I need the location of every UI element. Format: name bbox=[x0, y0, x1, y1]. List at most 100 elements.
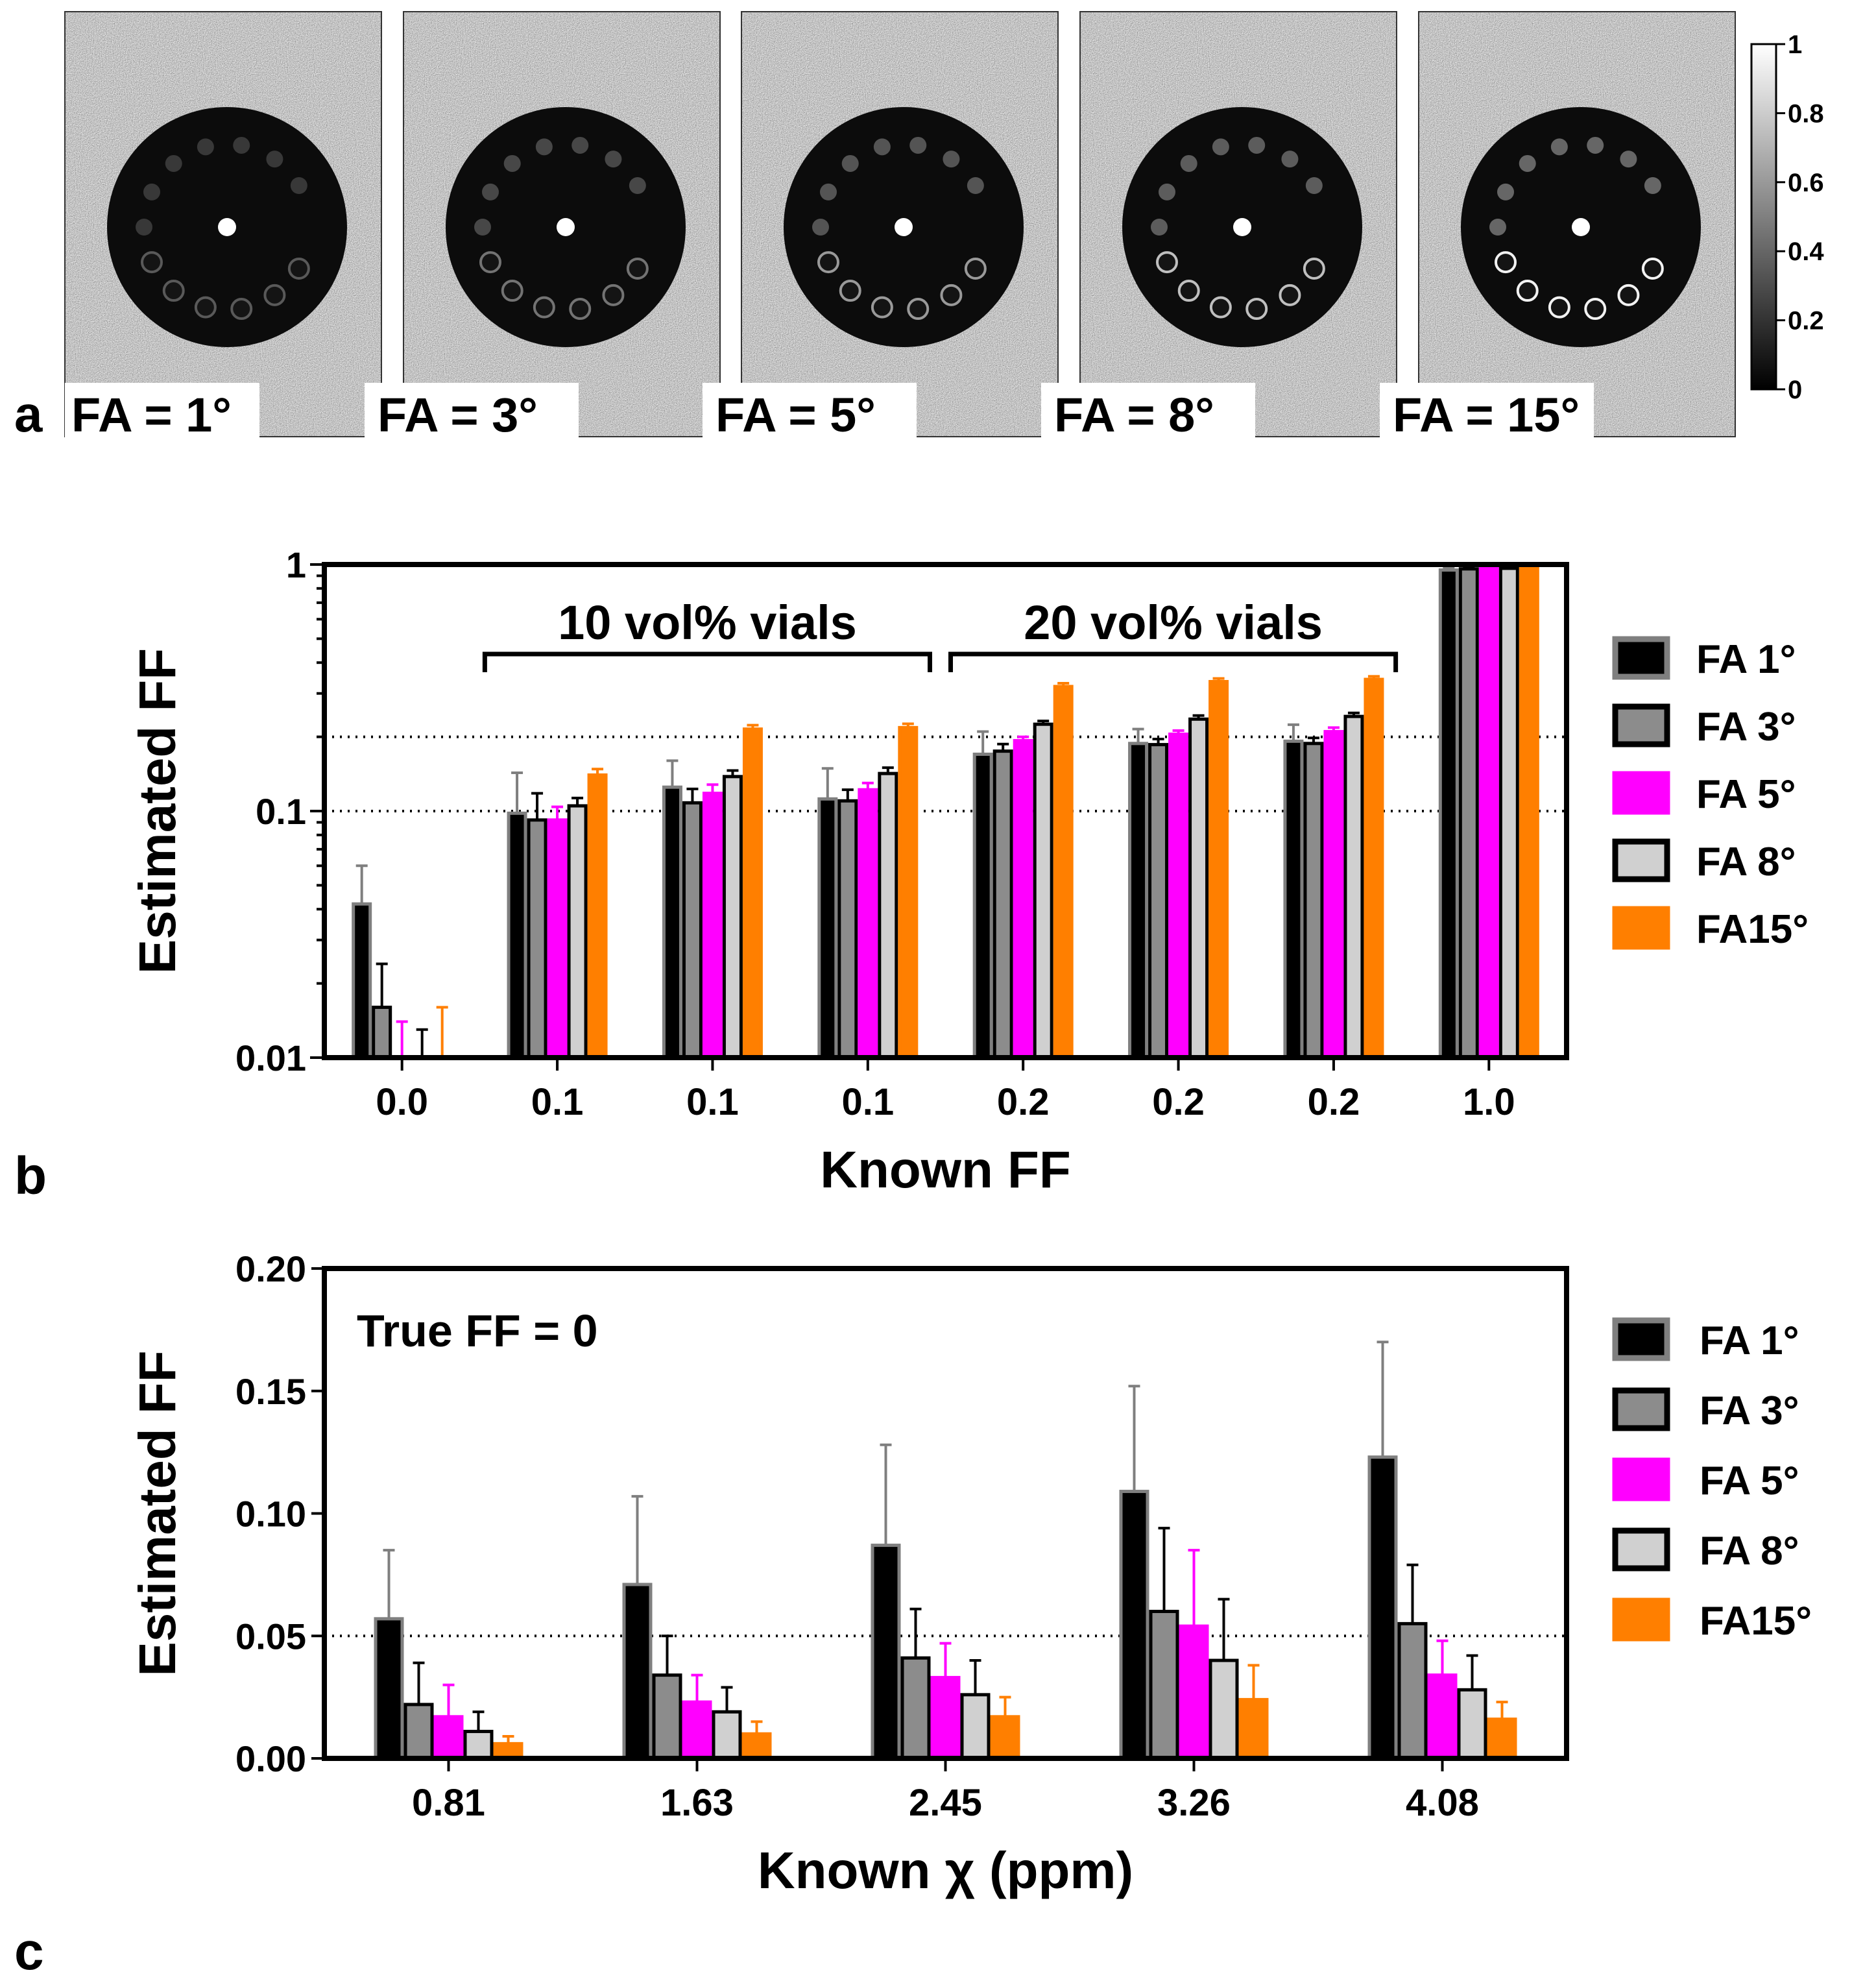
image-label: FA = 1° bbox=[71, 388, 232, 442]
bar bbox=[1119, 1490, 1149, 1760]
x-tick-label: 0.2 bbox=[997, 1081, 1050, 1123]
bar bbox=[1209, 1658, 1239, 1760]
label-box bbox=[1041, 383, 1255, 441]
image-label: FA = 8° bbox=[1054, 388, 1214, 442]
bar bbox=[1343, 714, 1364, 1060]
legend-label: FA 5° bbox=[1700, 1459, 1799, 1503]
bar bbox=[742, 727, 763, 1060]
bar bbox=[652, 1673, 682, 1760]
vial bbox=[1281, 151, 1299, 168]
x-tick-label: 4.08 bbox=[1406, 1782, 1479, 1824]
label-box bbox=[703, 383, 917, 441]
vial-ring bbox=[1209, 296, 1232, 319]
bar bbox=[1364, 677, 1384, 1060]
bar bbox=[1457, 1688, 1487, 1760]
vial-ring bbox=[964, 258, 987, 280]
vial bbox=[1620, 151, 1637, 168]
bar bbox=[1053, 685, 1074, 1060]
center-vial bbox=[895, 218, 913, 236]
bar bbox=[741, 1732, 772, 1760]
bar bbox=[352, 902, 372, 1060]
y-axis-label: Estimated FF bbox=[128, 1350, 186, 1676]
bar bbox=[1367, 1455, 1398, 1760]
center-vial bbox=[1233, 218, 1251, 236]
x-tick-label: 0.1 bbox=[841, 1081, 894, 1123]
vial-ring bbox=[602, 284, 625, 306]
vial bbox=[1212, 138, 1229, 156]
x-axis-label: Known χ (ppm) bbox=[758, 1841, 1133, 1899]
x-tick-label: 1.0 bbox=[1463, 1081, 1515, 1123]
vial bbox=[1151, 219, 1168, 236]
group-label: 10 vol% vials bbox=[558, 596, 857, 650]
bar bbox=[403, 1703, 434, 1760]
legend-label: FA15° bbox=[1700, 1599, 1812, 1644]
x-tick-label: 0.1 bbox=[531, 1081, 584, 1123]
colorbar-tick-label: 0.8 bbox=[1788, 99, 1824, 128]
bar bbox=[1168, 733, 1189, 1060]
bar bbox=[1458, 567, 1479, 1060]
vial-ring bbox=[479, 251, 501, 274]
bar bbox=[433, 1715, 464, 1760]
panel-a: FA = 1° FA = 3° FA = 5° FA = 8° FA = 15° bbox=[64, 11, 1736, 442]
vial bbox=[819, 183, 837, 200]
legend-swatch bbox=[1612, 636, 1670, 680]
x-tick-label: 0.1 bbox=[686, 1081, 739, 1123]
x-tick-label: 0.0 bbox=[376, 1081, 428, 1123]
legend-swatch bbox=[1612, 838, 1670, 882]
vial bbox=[503, 154, 521, 172]
vial-ring bbox=[1155, 251, 1178, 274]
legend-swatch bbox=[1612, 1317, 1670, 1361]
phantom-image: FA = 3° bbox=[365, 11, 721, 442]
vial bbox=[571, 136, 589, 154]
bar bbox=[1238, 1697, 1269, 1760]
legend-label: FA15° bbox=[1696, 907, 1809, 952]
group-bracket bbox=[948, 651, 1399, 672]
group-label: 20 vol% vials bbox=[1024, 596, 1323, 650]
bar bbox=[1323, 730, 1344, 1060]
bar bbox=[1397, 1621, 1428, 1760]
bar bbox=[702, 792, 723, 1060]
vial bbox=[812, 219, 829, 236]
legend-swatch bbox=[1612, 1527, 1670, 1572]
vial bbox=[1587, 136, 1604, 154]
x-tick-label: 1.63 bbox=[660, 1782, 734, 1824]
vial-ring bbox=[1548, 296, 1570, 319]
legend-label: FA 8° bbox=[1700, 1529, 1799, 1573]
bar bbox=[990, 1715, 1020, 1760]
chart-annotation: True FF = 0 bbox=[357, 1305, 598, 1356]
bar bbox=[1303, 742, 1324, 1060]
bar bbox=[1188, 717, 1209, 1060]
y-tick-label: 0.00 bbox=[235, 1738, 306, 1779]
phantom-image: FA = 15° bbox=[1380, 11, 1736, 442]
vial bbox=[481, 183, 499, 200]
bar bbox=[547, 818, 568, 1060]
bar bbox=[858, 788, 878, 1060]
bar bbox=[1013, 738, 1033, 1060]
bar bbox=[372, 1005, 392, 1060]
bar bbox=[712, 1710, 742, 1760]
bar bbox=[898, 725, 919, 1060]
colorbar-tick-label: 0 bbox=[1788, 376, 1802, 404]
vial bbox=[873, 138, 891, 156]
vial bbox=[1497, 183, 1514, 200]
legend-label: FA 1° bbox=[1696, 637, 1796, 682]
vial bbox=[605, 151, 622, 168]
bar bbox=[1179, 1624, 1209, 1760]
colorbar-gradient bbox=[1750, 43, 1777, 391]
vial bbox=[165, 154, 182, 172]
bar bbox=[817, 797, 838, 1060]
vial bbox=[943, 151, 960, 168]
panel-letter: b bbox=[14, 1147, 47, 1206]
panel-letter: c bbox=[14, 1922, 44, 1979]
bar bbox=[1427, 1673, 1458, 1760]
y-tick-label: 0.01 bbox=[235, 1038, 306, 1078]
bar bbox=[587, 773, 608, 1060]
legend-label: FA 8° bbox=[1696, 840, 1796, 884]
bar bbox=[1487, 1718, 1517, 1760]
vial bbox=[1519, 154, 1536, 172]
vial-ring bbox=[907, 298, 930, 321]
vial-ring bbox=[1617, 284, 1640, 306]
vial bbox=[1489, 219, 1506, 236]
legend-label: FA 5° bbox=[1696, 772, 1796, 817]
